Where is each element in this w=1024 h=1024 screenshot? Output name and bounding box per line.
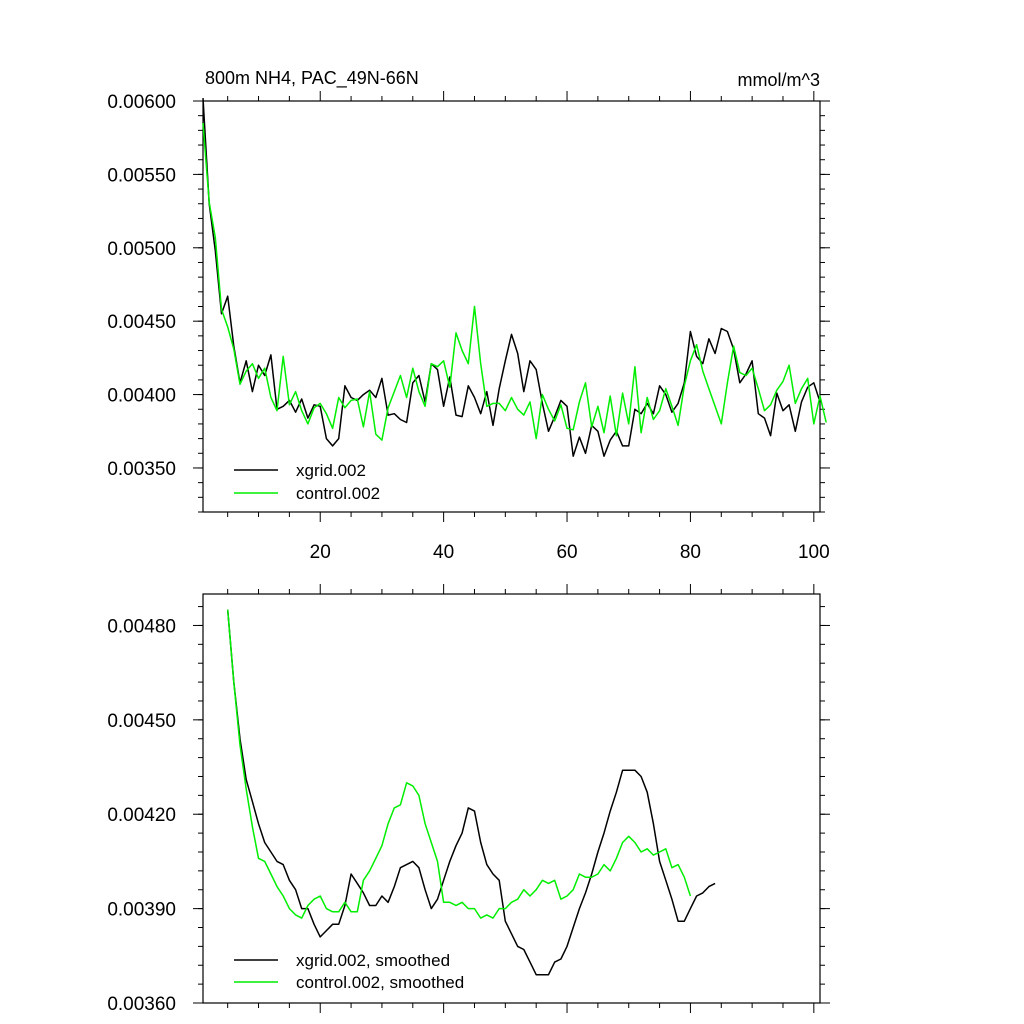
x-tick-label: 40	[433, 542, 454, 563]
series-line-xgrid	[202, 98, 821, 457]
plot-frame	[202, 593, 821, 1004]
y-tick-label: 0.00400	[107, 386, 176, 407]
plot-frame	[202, 100, 821, 513]
smoothed-line-control	[226, 609, 692, 919]
x-tick-label: 100	[798, 542, 830, 563]
y-tick-label: 0.00500	[107, 239, 176, 260]
x-tick-label: 20	[310, 542, 331, 563]
legend-label: control.002	[296, 484, 380, 503]
chart-title: 800m NH4, PAC_49N-66N	[205, 68, 419, 89]
legend-label: xgrid.002	[296, 461, 366, 480]
x-tick-label: 60	[556, 542, 577, 563]
y-tick-label: 0.00550	[107, 165, 176, 186]
y-tick-label: 0.00450	[107, 711, 176, 732]
units-label: mmol/m^3	[738, 70, 820, 90]
legend-label: control.002, smoothed	[296, 973, 464, 992]
y-tick-label: 0.00480	[107, 616, 176, 637]
top-panel: 20 40 60 80 100 0.00350 0.00400 0.00450 0.00500 0…	[107, 68, 830, 563]
series-line-control	[202, 122, 827, 441]
bottom-panel: 0.00360 0.00390 0.00420 0.00450 0.00480 xgrid…	[107, 584, 830, 1015]
y-tick-label: 0.00420	[107, 805, 176, 826]
x-tick-label: 80	[680, 542, 701, 563]
y-tick-label: 0.00350	[107, 459, 176, 480]
legend-label: xgrid.002, smoothed	[296, 951, 450, 970]
y-tick-label: 0.00600	[107, 92, 176, 113]
y-tick-label: 0.00390	[107, 900, 176, 921]
y-tick-label: 0.00360	[107, 994, 176, 1015]
smoothed-line-xgrid	[226, 609, 716, 976]
y-tick-label: 0.00450	[107, 312, 176, 333]
